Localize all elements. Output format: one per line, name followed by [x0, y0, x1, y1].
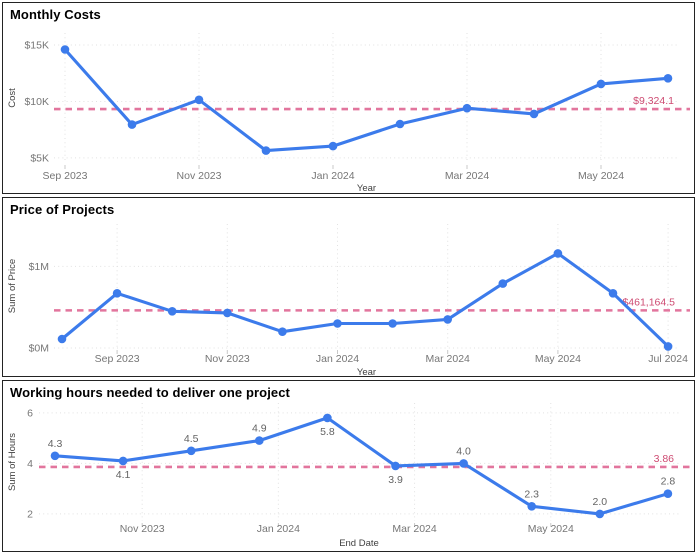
data-point-label: 4.5 [184, 433, 199, 445]
chart-panel-price-of-projects: $0M $1M Sep 2023 Nov 2023 Jan 2024 Mar 2024 Ma… [2, 197, 695, 377]
data-point-marker[interactable] [663, 342, 673, 351]
data-point-label: 5.8 [320, 426, 335, 438]
x-axis-tick-label: Jul 2024 [648, 353, 688, 365]
data-point-marker[interactable] [595, 509, 605, 519]
data-point-label: 3.9 [388, 474, 403, 486]
data-point-marker[interactable] [459, 459, 468, 468]
y-axis-tick-label: 2 [27, 508, 33, 520]
y-axis-title: Sum of Hours [7, 433, 18, 491]
x-axis-tick-label: Jan 2024 [257, 523, 300, 535]
data-point-marker[interactable] [118, 456, 128, 466]
data-point-marker[interactable] [167, 307, 177, 316]
data-point-label: 2.0 [592, 496, 607, 508]
data-point-marker[interactable] [608, 289, 618, 298]
series-line [63, 47, 670, 153]
data-point-marker[interactable] [261, 146, 271, 155]
data-point-marker[interactable] [223, 308, 232, 318]
chart-title-monthly-costs: Monthly Costs [10, 7, 101, 22]
x-axis-tick-label: Mar 2024 [392, 523, 437, 535]
data-point-marker[interactable] [328, 141, 338, 151]
data-point-marker[interactable] [57, 334, 67, 344]
data-point-label: 4.9 [252, 423, 267, 435]
data-point-marker[interactable] [395, 119, 405, 129]
y-axis-tick-label: 6 [27, 407, 33, 419]
data-point-marker[interactable] [333, 319, 342, 328]
series-line [53, 416, 670, 516]
x-axis-tick-label: May 2024 [528, 523, 574, 535]
y-axis-tick-label: $5K [30, 152, 49, 164]
working-hours-line-chart[interactable]: 2 4 6 Nov 2023 Jan 2024 Mar 2024 May 2024 3.86 4… [3, 381, 696, 551]
x-axis-tick-label: Nov 2023 [205, 353, 250, 365]
data-point-marker[interactable] [596, 79, 606, 89]
data-point-marker[interactable] [127, 120, 137, 129]
data-point-marker[interactable] [112, 289, 122, 298]
data-point-marker[interactable] [186, 446, 196, 456]
data-point-marker[interactable] [553, 249, 563, 258]
monthly-costs-line-chart[interactable]: $5K $10K $15K Sep 2023 Nov 2023 Jan 2024 Mar 2… [3, 3, 696, 193]
data-point-marker[interactable] [278, 327, 287, 336]
x-axis-tick-label: Mar 2024 [426, 353, 471, 365]
chart-title-price-of-projects: Price of Projects [10, 202, 115, 217]
data-point-marker[interactable] [663, 489, 673, 498]
data-point-marker[interactable] [194, 95, 204, 105]
x-axis-title: Year [357, 367, 376, 376]
x-axis-tick-label: Jan 2024 [316, 353, 359, 365]
data-point-marker[interactable] [391, 461, 400, 471]
chart-panel-working-hours: 2 4 6 Nov 2023 Jan 2024 Mar 2024 May 2024 3.86 4… [2, 380, 695, 552]
y-axis-tick-label: $10K [24, 96, 49, 108]
series-line [60, 251, 670, 348]
y-axis-tick-label: $1M [29, 261, 49, 273]
chart-title-working-hours: Working hours needed to deliver one proj… [10, 385, 290, 400]
data-point-marker[interactable] [663, 74, 673, 83]
data-point-marker[interactable] [527, 502, 536, 511]
y-axis-tick-label: $0M [29, 343, 49, 355]
x-axis-tick-label: Jan 2024 [311, 170, 354, 182]
data-point-label: 4.0 [456, 445, 471, 457]
x-axis-tick-label: May 2024 [578, 170, 624, 182]
x-axis-tick-label: Sep 2023 [43, 170, 88, 182]
data-point-marker[interactable] [323, 413, 332, 423]
data-point-marker[interactable] [60, 45, 70, 54]
data-point-label: 2.8 [661, 476, 676, 488]
data-point-label: 2.3 [524, 488, 539, 500]
reference-line-label: $461,164.5 [622, 296, 675, 308]
x-axis-tick-label: Nov 2023 [120, 523, 165, 535]
x-axis-tick-label: Nov 2023 [177, 170, 222, 182]
data-point-marker[interactable] [529, 109, 539, 119]
x-axis-title: End Date [339, 538, 379, 549]
data-point-marker[interactable] [50, 451, 60, 461]
x-axis-tick-label: May 2024 [535, 353, 581, 365]
data-point-marker[interactable] [388, 319, 397, 328]
y-axis-tick-label: $15K [24, 39, 49, 51]
reference-line-label: 3.86 [654, 453, 675, 465]
x-axis-tick-label: Sep 2023 [95, 353, 140, 365]
data-point-label: 4.3 [48, 438, 63, 450]
x-axis-tick-label: Mar 2024 [445, 170, 490, 182]
x-axis-title: Year [357, 183, 376, 193]
y-axis-title: Cost [7, 88, 18, 108]
chart-panel-monthly-costs: $5K $10K $15K Sep 2023 Nov 2023 Jan 2024 Mar 2… [2, 2, 695, 194]
data-point-marker[interactable] [462, 103, 472, 113]
data-point-marker[interactable] [254, 436, 264, 445]
y-axis-title: Sum of Price [7, 259, 18, 313]
data-point-marker[interactable] [443, 315, 453, 324]
reference-line-label: $9,324.1 [633, 95, 674, 107]
data-point-marker[interactable] [498, 279, 508, 288]
data-point-label: 4.1 [116, 469, 131, 481]
price-of-projects-line-chart[interactable]: $0M $1M Sep 2023 Nov 2023 Jan 2024 Mar 2024 Ma… [3, 198, 696, 376]
y-axis-tick-label: 4 [27, 458, 33, 470]
